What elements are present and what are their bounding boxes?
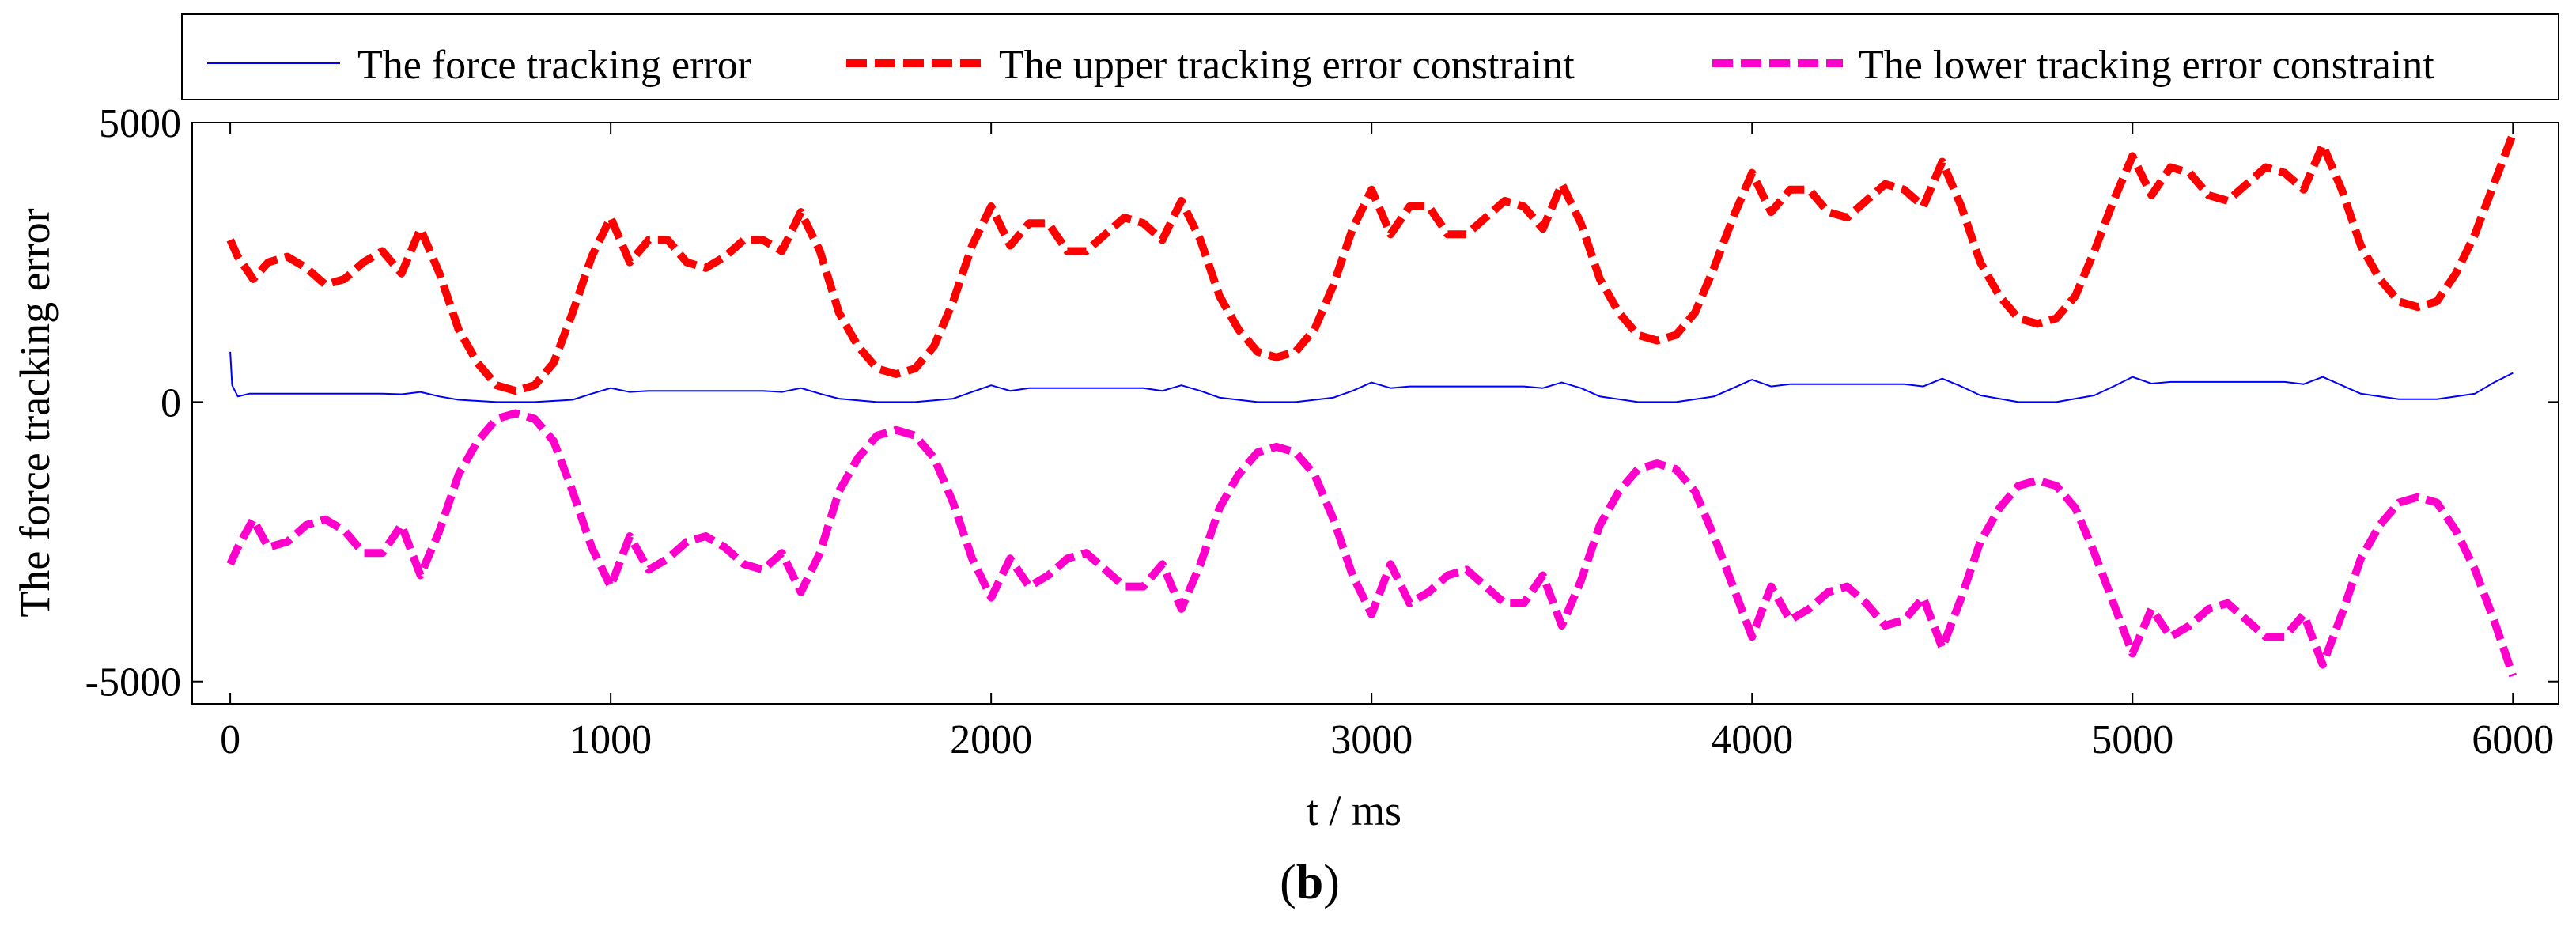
legend-box bbox=[181, 13, 2559, 100]
y-tick-label-1: 0 bbox=[161, 380, 181, 425]
legend-entry-force-error: The force tracking error bbox=[207, 43, 751, 88]
x-tick-label-3: 3000 bbox=[1330, 717, 1413, 762]
x-tick-label-2: 2000 bbox=[950, 717, 1032, 762]
legend-entry-upper-constraint: The upper tracking error constraint bbox=[846, 43, 1575, 88]
legend-label-lower-constraint: The lower tracking error constraint bbox=[1859, 43, 2434, 88]
caption-close-paren: ) bbox=[1323, 856, 1340, 909]
legend-entry-lower-constraint: The lower tracking error constraint bbox=[1712, 43, 2434, 88]
legend-label-force-error: The force tracking error bbox=[357, 43, 751, 88]
x-axis-ticks: 0 1000 2000 3000 4000 5000 6000 bbox=[220, 123, 2554, 762]
plot-area: 0 1000 2000 3000 4000 5000 6000 -5000 0 5000 bbox=[85, 101, 2559, 762]
x-tick-label-0: 0 bbox=[220, 717, 240, 762]
series-line-0 bbox=[229, 351, 2514, 403]
figure-caption: (b) bbox=[1280, 856, 1340, 909]
y-axis-title: The force tracking error bbox=[11, 208, 59, 617]
legend: The force tracking error The upper track… bbox=[181, 13, 2559, 100]
y-tick-label-0: -5000 bbox=[85, 660, 181, 705]
series-line-1 bbox=[226, 132, 2517, 395]
x-axis-title: t / ms bbox=[1307, 787, 1401, 834]
y-tick-label-2: 5000 bbox=[99, 101, 181, 146]
legend-label-upper-constraint: The upper tracking error constraint bbox=[999, 43, 1575, 88]
x-tick-label-6: 6000 bbox=[2472, 717, 2554, 762]
caption-letter: b bbox=[1296, 856, 1323, 909]
x-tick-label-5: 5000 bbox=[2091, 717, 2173, 762]
y-axis-ticks: -5000 0 5000 bbox=[85, 101, 2559, 705]
series-layer bbox=[226, 132, 2517, 678]
caption-open-paren: ( bbox=[1280, 856, 1296, 909]
x-tick-label-4: 4000 bbox=[1711, 717, 1793, 762]
x-tick-label-1: 1000 bbox=[569, 717, 652, 762]
series-line-2 bbox=[226, 409, 2517, 678]
